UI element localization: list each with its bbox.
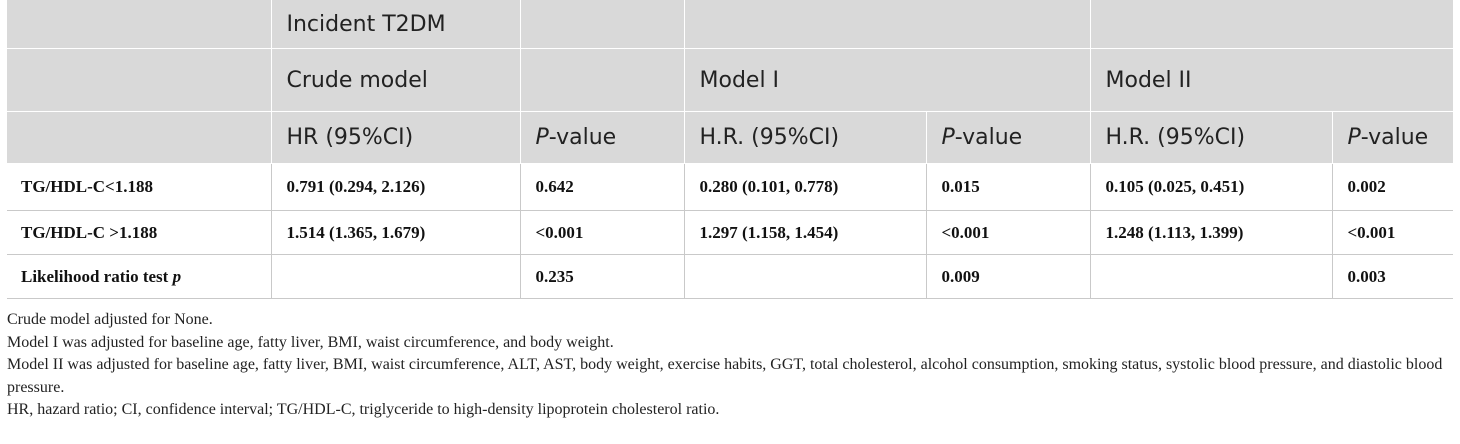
cell-model-1-hr: 0.280 (0.101, 0.778) (684, 163, 927, 211)
p-suffix: -value (1360, 125, 1429, 150)
header-p-value-model-2: P-value (1332, 111, 1453, 164)
p-italic: P (1347, 125, 1361, 150)
header-hr-model-2: H.R. (95%CI) (1090, 111, 1333, 164)
cell-model-1-hr: 1.297 (1.158, 1.454) (684, 210, 927, 255)
header-p-value-model-1: P-value (926, 111, 1091, 164)
header-empty-cell (520, 0, 685, 49)
cell-crude-p: 0.235 (520, 254, 685, 299)
cell-crude-p: <0.001 (520, 210, 685, 255)
header-model-2: Model II (1090, 48, 1453, 112)
header-model-1: Model I (684, 48, 1091, 112)
header-empty-cell (684, 0, 1091, 49)
header-hr-crude: HR (95%CI) (271, 111, 521, 164)
row-label-text: Likelihood ratio test (21, 266, 169, 286)
p-italic: P (941, 125, 955, 150)
header-empty-cell (7, 111, 272, 164)
cell-model-2-hr: 1.248 (1.113, 1.399) (1090, 210, 1333, 255)
footnote: HR, hazard ratio; CI, confidence interva… (7, 401, 720, 418)
header-row-2: Crude model Model I Model II (7, 48, 1453, 112)
header-empty-cell (1090, 0, 1453, 49)
footnote: Model I was adjusted for baseline age, f… (7, 333, 614, 351)
results-table: Incident T2DM Crude model Model I Model … (7, 0, 1453, 299)
header-empty-cell (7, 0, 272, 49)
row-label: Likelihood ratio test p (7, 254, 272, 299)
cell-model-1-p: 0.015 (926, 163, 1091, 211)
p-italic: P (535, 125, 549, 150)
header-outcome: Incident T2DM (271, 0, 521, 49)
cell-model-2-hr (1090, 254, 1333, 299)
cell-crude-hr: 0.791 (0.294, 2.126) (271, 163, 521, 211)
cell-model-2-hr: 0.105 (0.025, 0.451) (1090, 163, 1333, 211)
row-label: TG/HDL-C<1.188 (7, 163, 272, 211)
header-row-1: Incident T2DM (7, 0, 1453, 49)
header-p-value-crude: P-value (520, 111, 685, 164)
header-crude-model: Crude model (271, 48, 521, 112)
cell-crude-hr: 1.514 (1.365, 1.679) (271, 210, 521, 255)
cell-model-1-hr (684, 254, 927, 299)
cell-crude-hr (271, 254, 521, 299)
header-hr-model-1: H.R. (95%CI) (684, 111, 927, 164)
header-empty-cell (7, 48, 272, 112)
cell-crude-p: 0.642 (520, 163, 685, 211)
p-suffix: -value (548, 125, 617, 150)
cell-model-2-p: 0.003 (1332, 254, 1453, 299)
table-footnotes: Crude model adjusted for None. Model I w… (7, 309, 1453, 422)
cell-model-2-p: 0.002 (1332, 163, 1453, 211)
footnote: Crude model adjusted for None. (7, 311, 213, 328)
header-row-3: HR (95%CI) P-value H.R. (95%CI) P-value … (7, 111, 1453, 164)
row-label-italic-p: p (172, 266, 182, 286)
cell-model-1-p: 0.009 (926, 254, 1091, 299)
p-suffix: -value (954, 125, 1023, 150)
cell-model-1-p: <0.001 (926, 210, 1091, 255)
header-empty-cell (520, 48, 685, 112)
table-row: TG/HDL-C >1.188 1.514 (1.365, 1.679) <0.… (7, 210, 1453, 255)
results-table-container: Incident T2DM Crude model Model I Model … (7, 0, 1453, 299)
row-label: TG/HDL-C >1.188 (7, 210, 272, 255)
footnote: Model II was adjusted for baseline age, … (7, 356, 1443, 396)
table-row: Likelihood ratio test p 0.235 0.009 0.00… (7, 254, 1453, 299)
table-row: TG/HDL-C<1.188 0.791 (0.294, 2.126) 0.64… (7, 163, 1453, 211)
cell-model-2-p: <0.001 (1332, 210, 1453, 255)
